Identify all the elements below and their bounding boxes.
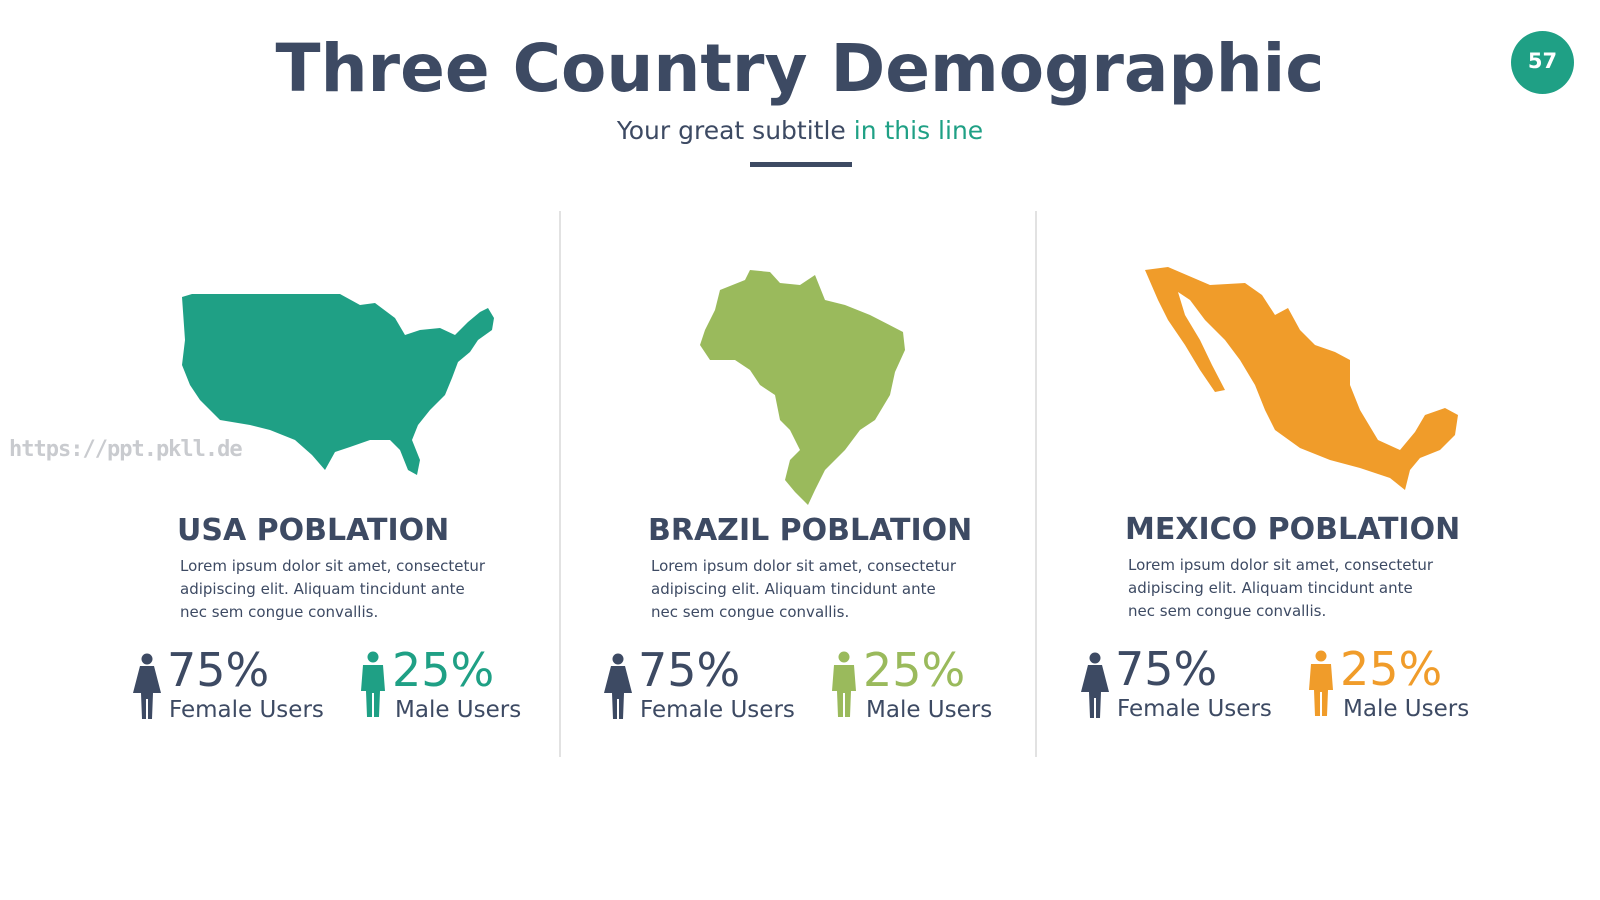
female-icon: [1089, 652, 1101, 664]
female-label: Female Users: [1117, 696, 1272, 722]
description: nec sem congue convallis.: [651, 603, 850, 621]
description: adipiscing elit. Aliquam tincidunt ante: [651, 580, 936, 598]
male-percent: 25%: [1340, 642, 1443, 696]
male-icon: [1309, 664, 1333, 716]
mexico-map: [1145, 267, 1458, 490]
subtitle-highlight: in this line: [853, 116, 984, 145]
male-label: Male Users: [395, 697, 522, 723]
female-percent: 75%: [638, 643, 741, 697]
male-icon: [361, 665, 385, 717]
watermark: https://ppt.pkll.de: [9, 437, 243, 462]
female-icon: [141, 653, 153, 665]
female-percent: 75%: [167, 643, 270, 697]
male-label: Male Users: [866, 697, 993, 723]
description: Lorem ipsum dolor sit amet, consectetur: [180, 557, 486, 575]
subtitle-text: Your great subtitle: [616, 116, 846, 145]
description: nec sem congue convallis.: [1128, 602, 1327, 620]
brazil-map: [700, 270, 905, 505]
male-icon: [367, 651, 379, 663]
male-percent: 25%: [392, 643, 495, 697]
female-icon: [1081, 665, 1109, 718]
male-icon: [1315, 650, 1327, 662]
country-name: USA POBLATION: [177, 513, 450, 548]
description: nec sem congue convallis.: [180, 603, 379, 621]
male-icon: [838, 651, 850, 663]
country-name: BRAZIL POBLATION: [648, 513, 973, 548]
female-icon: [133, 666, 161, 719]
usa-map: [182, 294, 494, 475]
description: adipiscing elit. Aliquam tincidunt ante: [1128, 579, 1413, 597]
description: Lorem ipsum dolor sit amet, consectetur: [1128, 556, 1434, 574]
subtitle: Your great subtitle in this line: [0, 116, 1600, 145]
description: Lorem ipsum dolor sit amet, consectetur: [651, 557, 957, 575]
country-name: MEXICO POBLATION: [1125, 512, 1461, 547]
female-label: Female Users: [640, 697, 795, 723]
page-number: 57: [1511, 31, 1574, 94]
subtitle-underline: [750, 162, 852, 167]
female-icon: [604, 666, 632, 719]
male-label: Male Users: [1343, 696, 1470, 722]
description: adipiscing elit. Aliquam tincidunt ante: [180, 580, 465, 598]
female-percent: 75%: [1115, 642, 1218, 696]
title: Three Country Demographic: [275, 30, 1325, 107]
female-label: Female Users: [169, 697, 324, 723]
female-icon: [612, 653, 624, 665]
male-percent: 25%: [863, 643, 966, 697]
male-icon: [832, 665, 856, 717]
